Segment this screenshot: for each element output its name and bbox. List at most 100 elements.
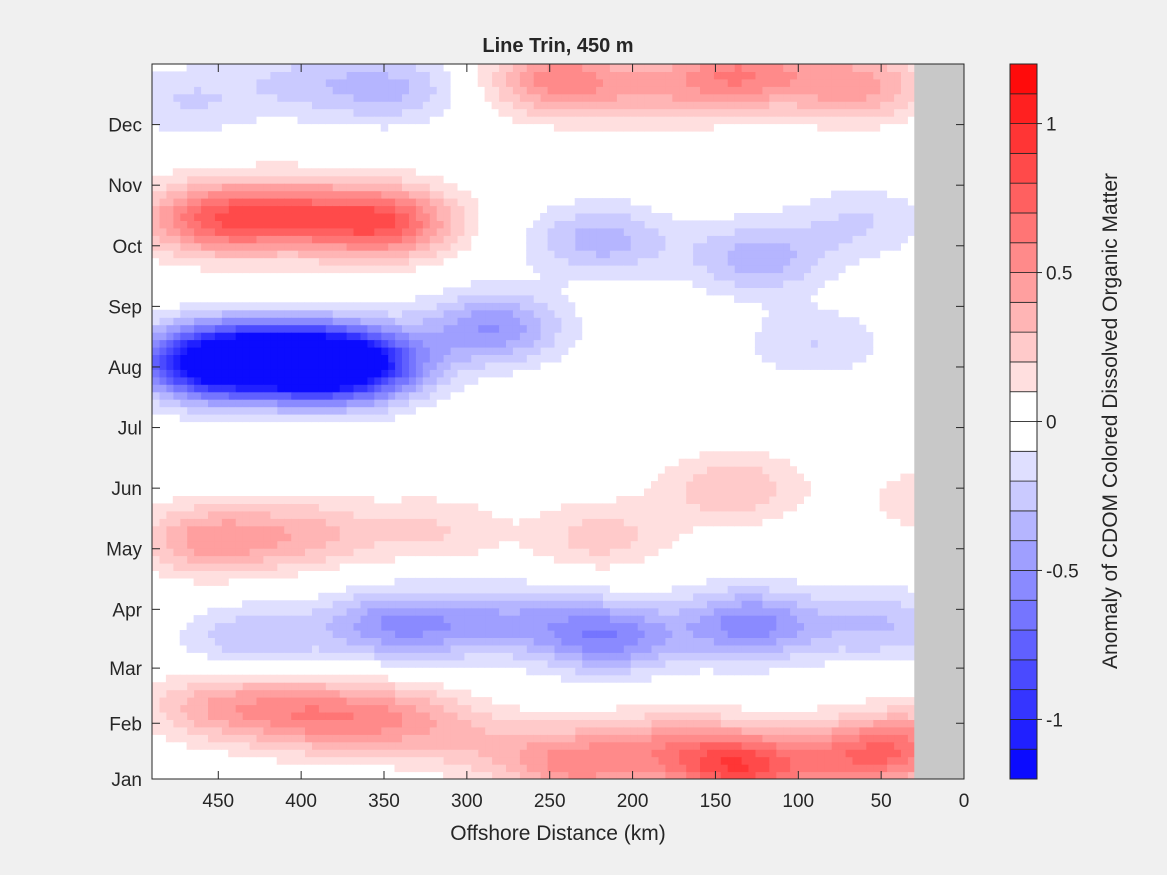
heatmap-cell: [602, 525, 610, 534]
heatmap-cell: [450, 309, 458, 318]
heatmap-cell: [595, 265, 603, 274]
heatmap-cell: [671, 659, 680, 668]
heatmap-cell: [311, 607, 319, 616]
heatmap-cell: [838, 123, 846, 132]
heatmap-cell: [422, 577, 430, 586]
heatmap-cell: [470, 205, 479, 214]
heatmap-cell: [422, 607, 430, 616]
heatmap-cell: [498, 607, 506, 616]
heatmap-cell: [775, 503, 784, 512]
heatmap-cell: [408, 339, 416, 348]
heatmap-cell: [831, 190, 839, 199]
heatmap-cell: [831, 749, 839, 758]
heatmap-cell: [824, 220, 832, 229]
heatmap-cell: [754, 473, 763, 482]
heatmap-cell: [602, 734, 610, 743]
heatmap-cell: [415, 235, 423, 244]
heatmap-cell: [775, 749, 784, 758]
heatmap-cell: [706, 93, 714, 102]
heatmap-cell: [512, 644, 520, 653]
heatmap-cell: [872, 712, 881, 720]
heatmap-cell: [366, 86, 375, 95]
heatmap-cell: [713, 242, 721, 251]
heatmap-cell: [547, 309, 555, 318]
heatmap-cell: [574, 585, 583, 594]
heatmap-cell: [491, 294, 500, 303]
heatmap-cell: [872, 242, 881, 251]
heatmap-cell: [526, 615, 534, 624]
heatmap-cell: [644, 659, 652, 668]
heatmap-cell: [900, 488, 908, 497]
heatmap-cell: [574, 213, 583, 221]
heatmap-cell: [775, 726, 784, 735]
heatmap-cell: [553, 242, 562, 251]
heatmap-cell: [415, 622, 423, 631]
heatmap-cell: [332, 630, 340, 638]
heatmap-cell: [359, 630, 368, 638]
heatmap-cell: [387, 235, 396, 244]
heatmap-cell: [353, 302, 361, 311]
heatmap-cell: [741, 287, 749, 296]
heatmap-cell: [907, 630, 915, 638]
heatmap-cell: [748, 265, 756, 274]
heatmap-cell: [304, 525, 312, 534]
heatmap-cell: [706, 771, 714, 779]
heatmap-cell: [311, 600, 319, 609]
heatmap-cell: [311, 510, 319, 519]
heatmap-cell: [609, 108, 617, 117]
heatmap-cell: [346, 391, 354, 400]
heatmap-cell: [879, 93, 888, 102]
heatmap-cell: [547, 235, 555, 244]
heatmap-cell: [581, 585, 590, 594]
heatmap-cell: [339, 317, 347, 326]
heatmap-cell: [754, 242, 763, 251]
heatmap-cell: [838, 361, 846, 370]
heatmap-cell: [907, 741, 915, 750]
heatmap-cell: [824, 361, 832, 370]
heatmap-cell: [359, 697, 368, 706]
heatmap-cell: [387, 183, 396, 192]
heatmap-cell: [443, 712, 451, 720]
heatmap-cell: [484, 71, 493, 80]
heatmap-cell: [359, 518, 368, 527]
heatmap-cell: [775, 116, 784, 125]
heatmap-cell: [512, 64, 520, 72]
heatmap-cell: [304, 756, 312, 765]
heatmap-cell: [463, 592, 472, 601]
heatmap-cell: [519, 577, 527, 586]
heatmap-cell: [387, 78, 396, 87]
heatmap-cell: [616, 242, 624, 251]
heatmap-cell: [276, 749, 285, 758]
heatmap-cell: [581, 116, 590, 125]
heatmap-cell: [637, 257, 645, 266]
heatmap-cell: [831, 250, 839, 259]
heatmap-cell: [845, 220, 853, 229]
heatmap-cell: [831, 726, 839, 735]
heatmap-cell: [879, 86, 888, 95]
heatmap-cell: [283, 540, 292, 549]
heatmap-cell: [366, 548, 375, 557]
heatmap-cell: [720, 108, 728, 117]
heatmap-cell: [463, 622, 472, 631]
heatmap-cell: [373, 704, 382, 713]
heatmap-cell: [339, 510, 347, 519]
heatmap-cell: [560, 294, 569, 303]
heatmap-cell: [782, 600, 791, 609]
heatmap-cell: [831, 71, 839, 80]
heatmap-cell: [547, 280, 555, 288]
heatmap-cell: [533, 622, 541, 631]
heatmap-cell: [519, 116, 527, 125]
heatmap-cell: [491, 86, 500, 95]
heatmap-cell: [796, 630, 804, 638]
heatmap-cell: [290, 101, 299, 110]
heatmap-cell: [533, 280, 541, 288]
heatmap-cell: [775, 466, 784, 475]
heatmap-cell: [276, 510, 285, 519]
heatmap-cell: [380, 555, 389, 564]
heatmap-cell: [283, 86, 292, 95]
heatmap-cell: [512, 704, 520, 713]
heatmap-cell: [533, 220, 541, 229]
heatmap-cell: [512, 309, 520, 318]
heatmap-cell: [505, 108, 513, 117]
heatmap-cell: [824, 317, 832, 326]
